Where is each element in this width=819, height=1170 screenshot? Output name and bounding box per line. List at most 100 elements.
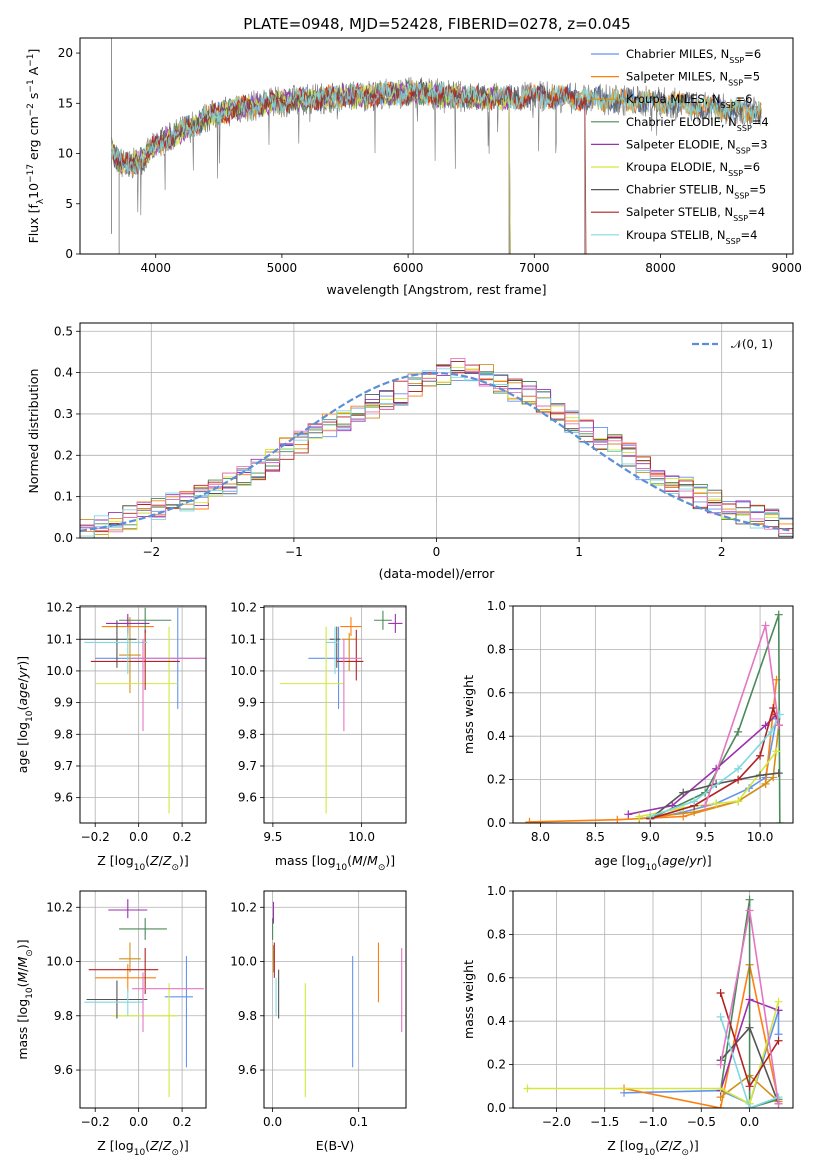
y-tick-label: 10.0 — [230, 664, 257, 678]
data-point-salpeter-elodie — [108, 899, 148, 919]
data-marker — [716, 1104, 725, 1108]
data-marker — [734, 764, 743, 773]
y-tick-label: 0.1 — [54, 490, 73, 504]
legend-entry: Chabrier STELIB, NSSP=5 — [626, 183, 766, 201]
series-chabrier-elodie — [646, 610, 784, 823]
panel-age-vs-mass: 9.5 10.0 9.6 9.7 9.8 9.9 10.0 10.1 10.2 mass [log… — [230, 601, 407, 873]
x-tick-label: 0.1 — [349, 1115, 368, 1129]
data-marker — [716, 1060, 725, 1069]
y-tick-label: 10.0 — [230, 955, 257, 969]
y-tick-label: 0.4 — [54, 366, 73, 380]
data-marker — [774, 610, 783, 619]
x-tick-label: 0.0 — [129, 1115, 148, 1129]
x-axis-label: age [log10(age/yr)] — [594, 853, 711, 873]
series-line — [719, 1016, 779, 1108]
series-kroupa-elodie — [523, 997, 783, 1108]
data-marker — [774, 1036, 783, 1045]
data-point-salpeter-elodie — [388, 613, 403, 633]
series-salpeter-stelib — [716, 988, 783, 1091]
y-tick-label: 0.4 — [487, 1014, 506, 1028]
y-tick-label: 5 — [65, 197, 73, 211]
y-tick-label: 9.8 — [238, 1009, 257, 1023]
data-marker — [716, 988, 725, 997]
x-axis-label: E(B-V) — [316, 1138, 355, 1153]
y-tick-label: 9.8 — [238, 727, 257, 741]
x-tick-label: 9.5 — [263, 830, 282, 844]
chart-title: PLATE=0948, MJD=52428, FIBERID=0278, z=0… — [243, 15, 630, 33]
data-marker — [701, 801, 710, 810]
y-tick-label: 0.2 — [487, 773, 506, 787]
y-axis-label: age [log10(age/yr)] — [15, 656, 35, 773]
y-tick-label: 15 — [58, 96, 73, 110]
data-point-chabrier-stelib — [80, 620, 137, 668]
gridlines — [80, 323, 793, 539]
data-marker — [624, 810, 633, 819]
histogram-pink — [80, 357, 793, 538]
x-tick-label: 6000 — [393, 261, 424, 275]
x-tick-label: 10.0 — [348, 830, 375, 844]
series-pink — [716, 906, 783, 1108]
series-kroupa-stelib — [716, 1012, 783, 1108]
data-marker — [712, 799, 721, 808]
panel-age-vs-Z: −0.2 0.0 0.2 9.6 9.7 9.8 9.9 10.0 10.1 10.2 Z [log… — [15, 601, 207, 873]
data-marker — [525, 817, 534, 823]
x-tick-label: −0.5 — [687, 1115, 716, 1129]
data-point-salpeter-stelib — [336, 629, 364, 681]
legend-entry: Chabrier MILES, NSSP=6 — [626, 47, 761, 65]
y-tick-label: 0.6 — [487, 971, 506, 985]
panel-mass-vs-Z: −0.2 0.0 0.2 9.6 9.8 10.0 10.2 Z [log10(Z/Z⊙)] m… — [15, 890, 207, 1158]
panel-spectrum: 4000 5000 6000 7000 8000 9000 0 5 10 15 20 Chabrier… — [26, 37, 802, 297]
legend-entry: Salpeter STELIB, NSSP=4 — [626, 205, 765, 223]
y-tick-label: 0 — [65, 247, 73, 261]
y-tick-label: 0.8 — [487, 642, 506, 656]
y-tick-label: 9.6 — [54, 1063, 73, 1077]
x-tick-label: 10.0 — [747, 830, 774, 844]
y-tick-label: 10 — [58, 147, 73, 161]
y-axis-label: mass weight — [461, 960, 476, 1039]
axes-frame — [79, 322, 794, 539]
legend-entry: Salpeter ELODIE, NSSP=3 — [626, 137, 768, 155]
x-tick-label: −1 — [285, 545, 303, 559]
plot-area — [279, 610, 403, 814]
legend-entry: 𝒩(0, 1) — [731, 337, 773, 351]
data-point-salpeter-stelib — [90, 629, 180, 690]
data-point-salpeter-miles — [340, 617, 362, 637]
y-tick-label: 1.0 — [487, 884, 506, 898]
x-tick-label: 1 — [575, 545, 583, 559]
data-point-kroupa-stelib — [84, 626, 148, 675]
axes-frame — [79, 605, 207, 824]
y-tick-label: 9.6 — [238, 791, 257, 805]
data-marker — [745, 906, 754, 915]
data-point-salpeter-miles — [95, 964, 157, 992]
legend-entry: Kroupa ELODIE, NSSP=6 — [626, 160, 760, 178]
legend: Chabrier MILES, NSSP=6 Salpeter MILES, NS… — [591, 47, 769, 245]
x-tick-label: 7000 — [519, 261, 550, 275]
data-point-pink — [132, 639, 206, 732]
y-tick-label: 9.9 — [54, 696, 73, 710]
data-point-chabrier-elodie — [119, 607, 172, 633]
x-tick-label: −1.5 — [590, 1115, 619, 1129]
y-tick-label: 9.8 — [54, 1009, 73, 1023]
data-marker — [774, 769, 783, 778]
y-tick-label: 0.2 — [54, 448, 73, 462]
y-tick-label: 0.0 — [54, 531, 73, 545]
series-salpeter-miles — [525, 675, 781, 823]
data-point-chabrier-elodie — [374, 610, 392, 630]
y-tick-label: 10.2 — [230, 900, 257, 914]
plot-area — [272, 901, 403, 1098]
data-marker — [767, 727, 776, 736]
x-tick-label: 0.2 — [173, 1115, 192, 1129]
data-marker — [679, 788, 688, 797]
data-marker — [745, 1082, 754, 1091]
data-marker — [635, 812, 644, 821]
plot-area — [523, 895, 783, 1108]
data-point-kroupa-elodie — [279, 626, 344, 814]
data-marker — [774, 721, 783, 730]
histogram-chabrier-stelib — [80, 364, 793, 538]
axes-frame — [263, 605, 407, 824]
y-tick-label: 10.2 — [46, 601, 73, 615]
panel-mass-vs-ebv: 0.0 0.1 9.6 9.8 10.0 10.2 E(B-V) — [230, 890, 407, 1153]
y-tick-label: 9.7 — [238, 759, 257, 773]
data-point-salpeter-stelib — [88, 947, 159, 995]
x-tick-label: −0.2 — [81, 830, 110, 844]
